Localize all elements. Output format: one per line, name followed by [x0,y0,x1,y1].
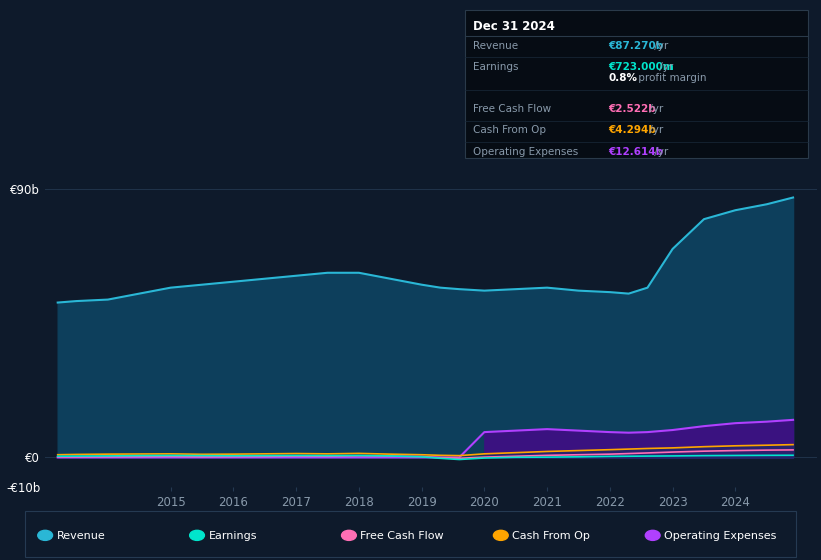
Text: /yr: /yr [651,40,668,50]
Text: Operating Expenses: Operating Expenses [473,147,578,157]
Text: €2.522b: €2.522b [608,104,656,114]
Text: profit margin: profit margin [635,73,707,83]
Text: Free Cash Flow: Free Cash Flow [360,531,444,542]
Text: Cash From Op: Cash From Op [512,531,590,542]
Text: Earnings: Earnings [473,62,518,72]
Text: €4.294b: €4.294b [608,125,656,136]
Text: €12.614b: €12.614b [608,147,663,157]
Text: 0.8%: 0.8% [608,73,637,83]
Text: /yr: /yr [645,104,663,114]
Text: /yr: /yr [657,62,674,72]
Text: Dec 31 2024: Dec 31 2024 [473,20,555,33]
Text: Earnings: Earnings [209,531,257,542]
Text: Cash From Op: Cash From Op [473,125,546,136]
Text: Revenue: Revenue [473,40,518,50]
Text: Operating Expenses: Operating Expenses [664,531,777,542]
Text: /yr: /yr [651,147,668,157]
Text: €87.270b: €87.270b [608,40,663,50]
Text: Revenue: Revenue [57,531,105,542]
Text: Free Cash Flow: Free Cash Flow [473,104,551,114]
Text: /yr: /yr [645,125,663,136]
Text: €723.000m: €723.000m [608,62,674,72]
